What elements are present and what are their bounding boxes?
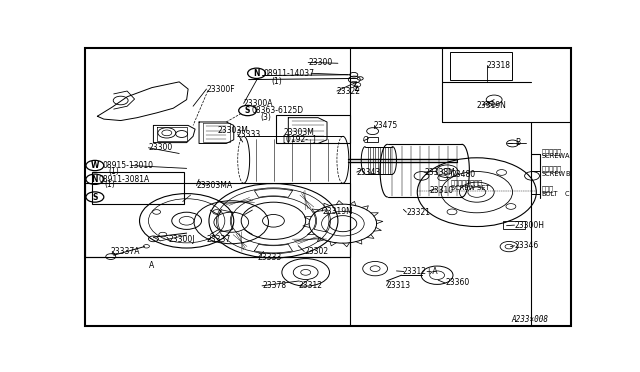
- Bar: [502, 221, 525, 230]
- Text: 23337A: 23337A: [111, 247, 140, 256]
- Text: 23333: 23333: [237, 129, 261, 138]
- Bar: [92, 172, 184, 203]
- Text: 23300A: 23300A: [244, 99, 273, 108]
- Text: 08911-3081A: 08911-3081A: [99, 175, 150, 184]
- Text: 23346: 23346: [515, 241, 539, 250]
- Circle shape: [106, 254, 116, 260]
- Text: スクリュー: スクリュー: [541, 148, 561, 154]
- Text: 23313: 23313: [387, 281, 411, 290]
- Text: スクリュー: スクリュー: [541, 165, 561, 172]
- Text: 23303MA: 23303MA: [196, 181, 233, 190]
- Text: 23303M: 23303M: [284, 128, 314, 137]
- Text: A233×008: A233×008: [511, 315, 548, 324]
- Text: N: N: [92, 175, 98, 184]
- Text: 23319N: 23319N: [477, 101, 507, 110]
- Text: 23321: 23321: [406, 208, 430, 217]
- Bar: [276, 115, 350, 142]
- Text: B: B: [565, 170, 570, 177]
- Text: B: B: [515, 138, 520, 147]
- Text: 23300F: 23300F: [207, 84, 235, 93]
- Text: 23300: 23300: [308, 58, 332, 67]
- Text: 23302: 23302: [304, 247, 328, 256]
- Text: A: A: [148, 261, 154, 270]
- Text: W: W: [91, 161, 99, 170]
- Text: 08915-13010: 08915-13010: [103, 161, 154, 170]
- Text: C: C: [565, 190, 570, 196]
- Text: (1): (1): [105, 180, 116, 189]
- Text: 08911-14037: 08911-14037: [264, 69, 314, 78]
- Text: 23480: 23480: [451, 170, 475, 179]
- Text: 23312+A: 23312+A: [403, 267, 438, 276]
- Text: 23300H: 23300H: [515, 221, 545, 230]
- Text: A: A: [565, 153, 570, 159]
- Text: 23338M: 23338M: [424, 168, 455, 177]
- Text: S: S: [92, 193, 97, 202]
- Text: 23333: 23333: [257, 253, 282, 262]
- Text: SCREW: SCREW: [541, 170, 565, 177]
- Text: 23337: 23337: [207, 235, 231, 244]
- Text: 08363-6125D: 08363-6125D: [251, 106, 303, 115]
- Text: ボルト: ボルト: [541, 185, 553, 192]
- Text: 23378: 23378: [262, 281, 286, 290]
- Text: S: S: [245, 106, 250, 115]
- Text: 23312: 23312: [298, 281, 323, 290]
- Text: (1): (1): [271, 77, 282, 86]
- Bar: [85, 183, 350, 257]
- Text: 23300: 23300: [148, 143, 173, 152]
- Text: 23303M: 23303M: [218, 126, 249, 135]
- Text: [0192-  ]: [0192- ]: [284, 134, 316, 143]
- Text: (3): (3): [260, 113, 271, 122]
- Text: スクリューセット: スクリューセット: [451, 179, 483, 186]
- Text: 23343: 23343: [356, 168, 381, 177]
- Text: 23300J: 23300J: [168, 235, 195, 244]
- Text: (1): (1): [109, 167, 120, 176]
- Text: 23318: 23318: [486, 61, 511, 70]
- Bar: [449, 52, 511, 80]
- Text: 23319M: 23319M: [322, 207, 353, 216]
- Text: 23360: 23360: [445, 279, 469, 288]
- Bar: [367, 137, 378, 142]
- Text: 23322: 23322: [337, 87, 361, 96]
- Text: BOLT: BOLT: [541, 190, 558, 196]
- Text: 23310: 23310: [429, 186, 454, 195]
- Text: N: N: [253, 69, 260, 78]
- Text: 23475: 23475: [374, 121, 398, 130]
- Text: C: C: [363, 136, 368, 145]
- Text: SCREW SET: SCREW SET: [451, 185, 490, 192]
- Text: SCREW: SCREW: [541, 153, 565, 159]
